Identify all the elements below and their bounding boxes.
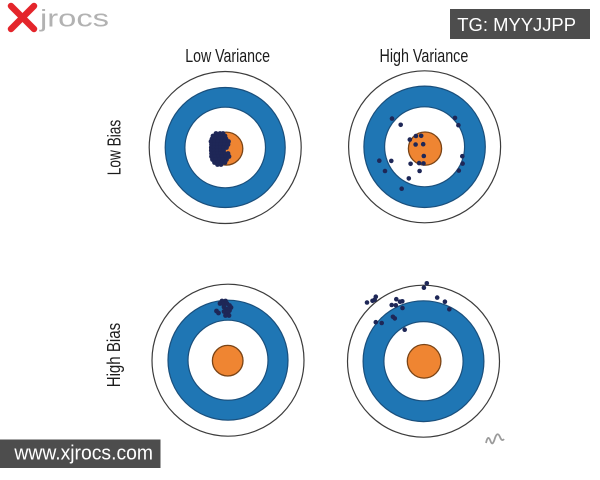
svg-text:High Bias: High Bias	[103, 323, 124, 387]
svg-text:Low Variance: Low Variance	[185, 45, 270, 66]
svg-text:www.xjrocs.com: www.xjrocs.com	[13, 443, 153, 465]
svg-text:TG: MYYJJPP: TG: MYYJJPP	[457, 14, 576, 35]
svg-text:jrocs: jrocs	[39, 6, 109, 33]
svg-text:High Variance: High Variance	[380, 45, 469, 66]
svg-text:Low Bias: Low Bias	[104, 120, 125, 175]
